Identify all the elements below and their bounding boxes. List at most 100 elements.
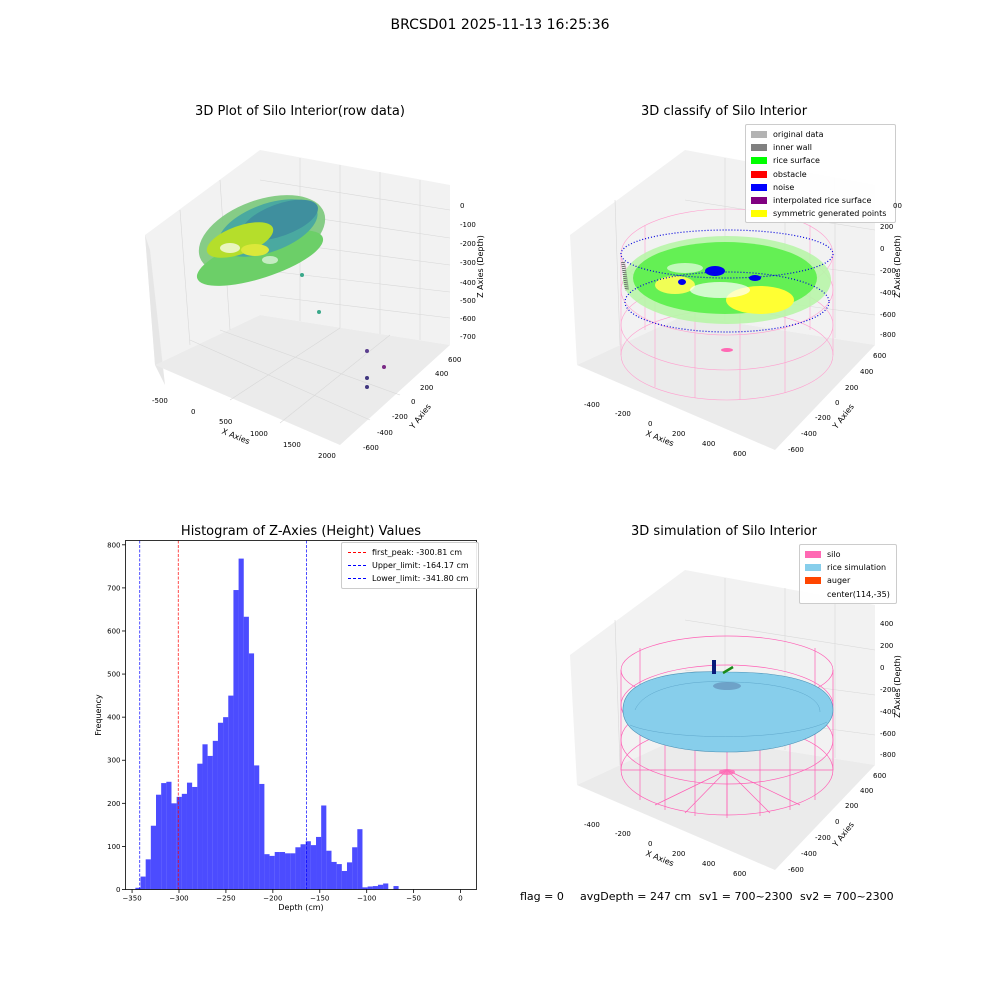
histogram-x-tick-label: −350 bbox=[122, 895, 141, 903]
status-avg-depth: avgDepth = 247 cm bbox=[580, 890, 692, 903]
panel4-ztick: -800 bbox=[880, 751, 896, 759]
legend-line bbox=[348, 578, 366, 580]
panel1-xtick: 1500 bbox=[283, 441, 301, 449]
legend-item-center: center(114,-35) bbox=[805, 588, 891, 601]
histogram-bar bbox=[300, 844, 306, 890]
histogram-bar bbox=[336, 864, 342, 890]
panel1-ytick: 400 bbox=[435, 370, 449, 378]
panel2-ztick: 200 bbox=[880, 223, 894, 231]
panel1-ztick: -100 bbox=[460, 221, 476, 229]
histogram-xlabel: Depth (cm) bbox=[278, 903, 323, 912]
panel2-ztick: 0 bbox=[880, 245, 885, 253]
panel1-ztick: -200 bbox=[460, 240, 476, 248]
panel1-ytick: -400 bbox=[377, 429, 393, 437]
panel1-ytick: -600 bbox=[363, 444, 379, 452]
legend-swatch bbox=[751, 183, 767, 191]
legend-label: interpolated rice surface bbox=[773, 196, 872, 206]
panel1-ztick: -700 bbox=[460, 333, 476, 341]
histogram-bar bbox=[357, 829, 363, 890]
panel1-xtick: 1000 bbox=[250, 430, 268, 438]
panel2-ztick-partial: 00 bbox=[893, 202, 902, 210]
panel2-zlabel: Z Axies (Depth) bbox=[892, 235, 902, 298]
panel4-title: 3D simulation of Silo Interior bbox=[631, 524, 817, 539]
legend-line bbox=[348, 565, 366, 567]
legend-swatch bbox=[805, 591, 821, 598]
panel2-xtick: -400 bbox=[584, 401, 600, 409]
panel1-xtick: 500 bbox=[219, 418, 233, 426]
panel2-ytick: 400 bbox=[860, 368, 874, 376]
legend-swatch bbox=[751, 131, 767, 139]
panel1-ztick: -500 bbox=[460, 297, 476, 305]
histogram-bar bbox=[367, 886, 373, 890]
legend-item-lower-limit: Lower_limit: -341.80 cm bbox=[348, 572, 474, 585]
legend-swatch bbox=[751, 170, 767, 178]
histogram-y-tick-label: 600 bbox=[107, 627, 120, 635]
panel2-xtick: -200 bbox=[615, 410, 631, 418]
histogram-bar bbox=[171, 803, 177, 890]
panel1-floor-pane bbox=[155, 315, 450, 445]
panel2-ytick: -600 bbox=[788, 446, 804, 454]
legend-label: Lower_limit: -341.80 cm bbox=[372, 574, 469, 584]
panel4-ytick: -200 bbox=[815, 834, 831, 842]
panel4-xtick: 600 bbox=[733, 870, 747, 878]
histogram-bar bbox=[150, 825, 157, 890]
panel4-ytick: -400 bbox=[801, 850, 817, 858]
histogram-bar bbox=[145, 859, 151, 890]
histogram-y-tick-label: 500 bbox=[107, 671, 120, 679]
histogram-bar bbox=[321, 805, 327, 890]
histogram-bar bbox=[254, 765, 260, 890]
panel4-ztick: 200 bbox=[880, 642, 894, 650]
histogram-bar bbox=[352, 847, 358, 890]
legend-label: rice surface bbox=[773, 156, 820, 166]
legend-item-noise: noise bbox=[751, 181, 890, 194]
legend-swatch bbox=[805, 551, 821, 559]
histogram-y-tick-label: 700 bbox=[107, 584, 120, 592]
panel4-ytick: -600 bbox=[788, 866, 804, 874]
histogram-bar bbox=[140, 876, 146, 890]
panel1-xtick: 0 bbox=[191, 408, 196, 416]
histogram-y-tick-label: 0 bbox=[116, 886, 120, 894]
legend-item-obstacle: obstacle bbox=[751, 168, 890, 181]
histogram-bar bbox=[212, 740, 218, 890]
panel1-xtick: -500 bbox=[152, 397, 168, 405]
panel2-rice-surface bbox=[620, 229, 834, 352]
histogram-bar bbox=[223, 717, 229, 890]
histogram-bar bbox=[331, 861, 337, 890]
legend-label: rice simulation bbox=[827, 563, 887, 573]
legend-label: symmetric generated points bbox=[773, 209, 887, 219]
histogram-x-tick-label: −200 bbox=[263, 895, 282, 903]
histogram-bar bbox=[238, 558, 244, 890]
panel4-ztick: 0 bbox=[880, 664, 885, 672]
histogram-bar bbox=[274, 852, 280, 890]
panel4-xtick: 400 bbox=[702, 860, 716, 868]
panel1-outlier-points bbox=[300, 273, 386, 389]
legend-label: original data bbox=[773, 130, 824, 140]
legend-label: auger bbox=[827, 576, 851, 586]
panel2-ytick: -400 bbox=[801, 430, 817, 438]
histogram-bar bbox=[243, 616, 249, 890]
panel1-ytick: 0 bbox=[411, 398, 416, 406]
panel1-left-pane bbox=[145, 235, 165, 385]
histogram-bar bbox=[233, 590, 239, 890]
panel4-ytick: 400 bbox=[860, 787, 874, 795]
legend-item-first-peak: first_peak: -300.81 cm bbox=[348, 546, 474, 559]
panel2-ztick: -400 bbox=[880, 289, 896, 297]
histogram-y-tick-label: 300 bbox=[107, 757, 120, 765]
histogram-reference-lines bbox=[139, 540, 307, 890]
histogram-bar bbox=[372, 886, 378, 890]
legend-swatch bbox=[751, 157, 767, 165]
panel3-title: Histogram of Z-Axies (Height) Values bbox=[180, 524, 422, 539]
histogram-bar bbox=[197, 763, 203, 890]
legend-line bbox=[348, 552, 366, 554]
histogram-y-tick-label: 400 bbox=[107, 714, 120, 722]
panel4-auger-marker bbox=[712, 660, 734, 675]
histogram-bar bbox=[377, 884, 384, 890]
panel4-rice-simulation-surface bbox=[622, 671, 834, 775]
legend-swatch bbox=[751, 144, 767, 152]
histogram-bar bbox=[259, 783, 265, 890]
panel2-xtick: 200 bbox=[672, 430, 686, 438]
histogram-y-tick-label: 200 bbox=[107, 800, 120, 808]
histogram-x-tick-label: −300 bbox=[169, 895, 188, 903]
panel4-xtick: 0 bbox=[648, 840, 653, 848]
legend-swatch bbox=[751, 210, 767, 218]
